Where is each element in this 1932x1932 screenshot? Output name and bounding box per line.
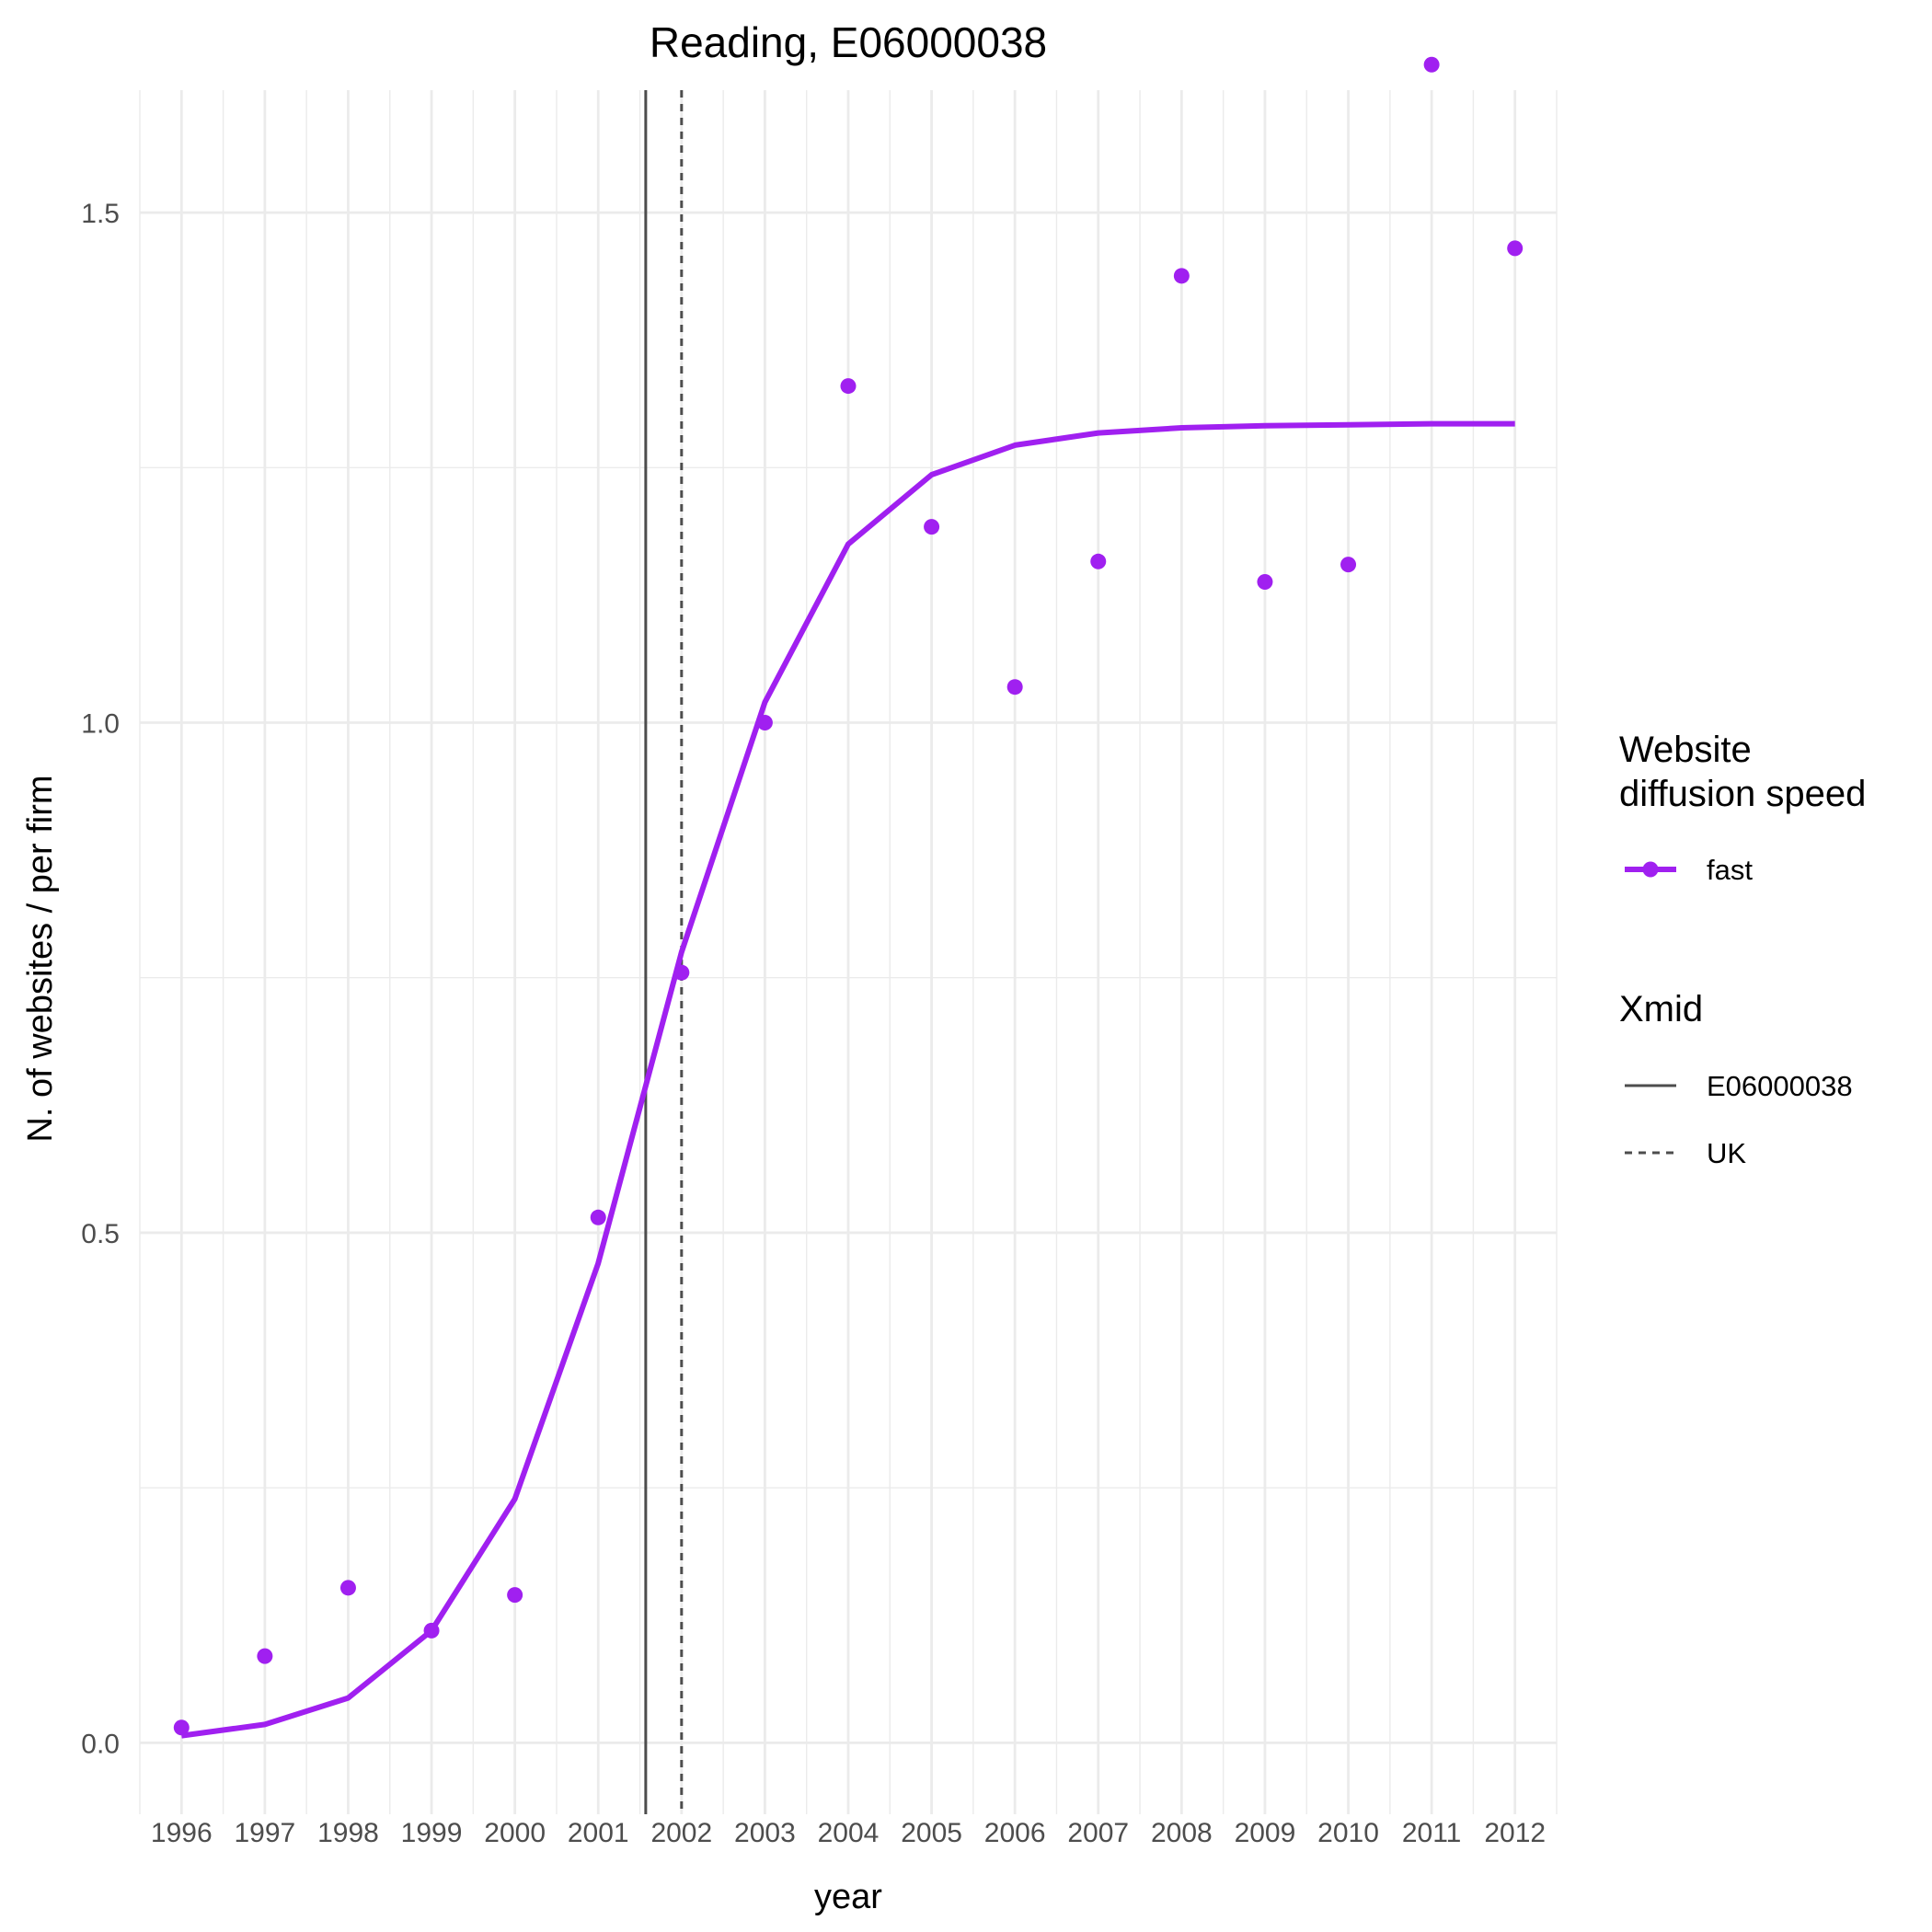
data-point	[1173, 268, 1190, 284]
data-point	[756, 715, 773, 731]
x-axis-title: year	[814, 1878, 882, 1916]
y-axis-title: N. of websites / per firm	[21, 775, 60, 1142]
chart-title: Reading, E06000038	[650, 18, 1047, 66]
y-tick-label: 0.5	[81, 1219, 120, 1249]
legend-title-speed: Website diffusion speed	[1619, 730, 1866, 814]
y-tick-labels: 0.0 0.5 1.0 1.5	[81, 199, 120, 1759]
legend-label-fast: fast	[1707, 854, 1753, 886]
x-tick-label: 2009	[1235, 1818, 1296, 1848]
legend-title-xmid: Xmid	[1619, 989, 1703, 1029]
x-tick-labels: 1996 1997 1998 1999 2000 2001 2002 2003 2004 2005…	[151, 1818, 1546, 1848]
data-point	[339, 1580, 356, 1596]
x-tick-label: 2007	[1067, 1818, 1129, 1848]
x-tick-label: 2011	[1402, 1818, 1462, 1848]
x-tick-label: 2012	[1484, 1818, 1546, 1848]
data-point	[924, 519, 940, 535]
legend-key-point-fast	[1642, 861, 1659, 878]
y-tick-label: 0.0	[81, 1729, 120, 1759]
x-tick-label: 2001	[568, 1818, 629, 1848]
x-tick-label: 2002	[650, 1818, 712, 1848]
x-tick-label: 2005	[901, 1818, 962, 1848]
major-gridlines	[140, 90, 1557, 1814]
legend-label-e06000038: E06000038	[1707, 1070, 1853, 1102]
legend-title-speed-line-1: Website	[1619, 730, 1752, 770]
data-point	[173, 1719, 190, 1736]
data-point	[423, 1622, 440, 1639]
data-point	[1507, 240, 1524, 257]
legend-speed-keys: fast	[1625, 854, 1753, 886]
data-point	[1340, 557, 1357, 573]
data-point	[840, 378, 857, 395]
data-point	[507, 1587, 523, 1604]
x-tick-label: 1998	[317, 1818, 379, 1848]
legend: Website diffusion speed fast Xmid E06000…	[1619, 730, 1866, 1169]
legend-label-uk: UK	[1707, 1137, 1746, 1169]
x-tick-label: 2004	[818, 1818, 880, 1848]
x-tick-label: 1996	[151, 1818, 213, 1848]
y-tick-label: 1.5	[81, 199, 120, 229]
x-tick-label: 2000	[484, 1818, 546, 1848]
data-point	[1006, 679, 1023, 696]
data-point	[257, 1648, 273, 1664]
legend-title-speed-line-2: diffusion speed	[1619, 774, 1866, 814]
data-point	[1090, 553, 1107, 569]
x-tick-label: 2006	[984, 1818, 1046, 1848]
data-point	[673, 964, 690, 981]
reference-lines	[644, 90, 684, 1814]
x-tick-label: 2008	[1151, 1818, 1213, 1848]
x-tick-label: 1999	[401, 1818, 463, 1848]
data-point	[1257, 573, 1273, 590]
data-series	[173, 56, 1524, 1739]
legend-xmid-keys: E06000038 UK	[1625, 1070, 1853, 1169]
y-tick-label: 1.0	[81, 709, 120, 740]
x-tick-label: 1997	[235, 1818, 296, 1848]
series-line-fast	[180, 420, 1515, 1739]
x-tick-label: 2003	[734, 1818, 796, 1848]
x-tick-label: 2010	[1317, 1818, 1379, 1848]
data-point	[590, 1209, 606, 1225]
minor-gridlines	[139, 90, 1558, 1814]
data-point	[1423, 56, 1440, 73]
